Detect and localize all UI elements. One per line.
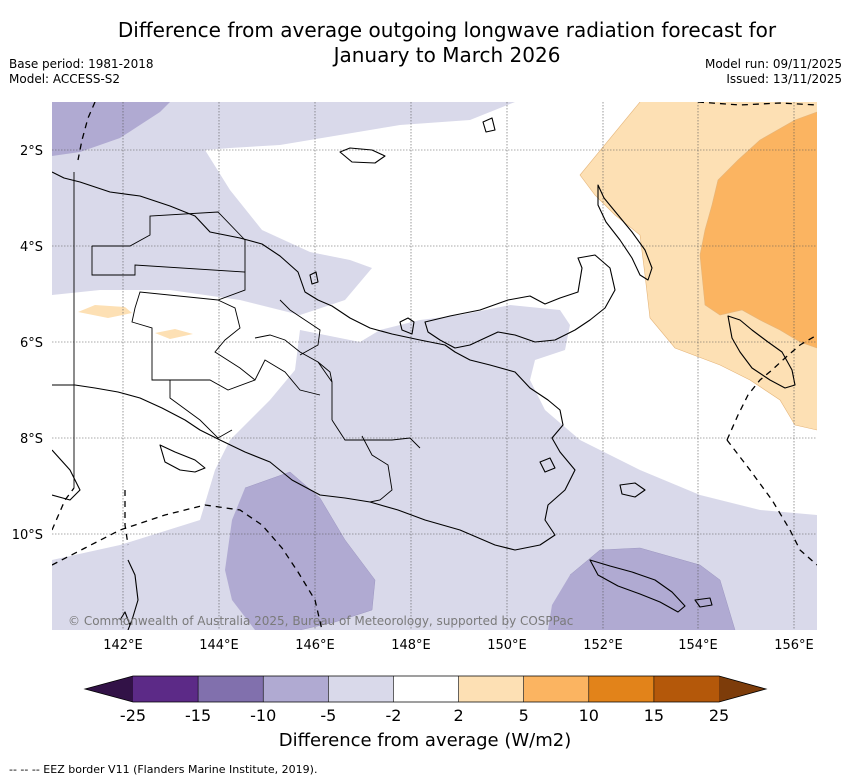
colorbar-label: Difference from average (W/m2) xyxy=(278,730,572,751)
map-title: Difference from average outgoing longwav… xyxy=(0,18,850,68)
meta-left: Base period: 1981-2018 Model: ACCESS-S2 xyxy=(9,57,154,87)
copyright-notice: © Commonwealth of Australia 2025, Bureau… xyxy=(68,614,574,628)
colorbar-tick-label: -2 xyxy=(385,706,401,725)
lat-axis: 2°S 4°S 6°S 8°S 10°S xyxy=(12,144,43,543)
lon-tick-label: 142°E xyxy=(103,638,143,653)
colorbar-tick-label: -15 xyxy=(185,706,211,725)
colorbar-swatch xyxy=(393,676,459,702)
colorbar-under-arrow xyxy=(85,676,133,702)
colorbar-swatch xyxy=(458,676,524,702)
lon-tick-label: 146°E xyxy=(295,638,335,653)
title-line-1: Difference from average outgoing longwav… xyxy=(117,18,777,42)
lon-tick-label: 150°E xyxy=(487,638,527,653)
eez-footnote: -- -- -- EEZ border V11 (Flanders Marine… xyxy=(9,763,318,776)
lon-tick-label: 144°E xyxy=(199,638,239,653)
colorbar-swatch xyxy=(653,676,719,702)
title-line-2: January to March 2026 xyxy=(333,43,561,67)
bougainville-coastline xyxy=(727,315,796,389)
colorbar: -25 -15 -10 -5 -2 2 5 10 15 25 xyxy=(83,675,768,725)
colorbar-swatch xyxy=(588,676,654,702)
eez-borders xyxy=(52,102,817,630)
colorbar-tick-label: 25 xyxy=(709,706,729,725)
lat-tick-label: 8°S xyxy=(20,432,43,447)
contour-edges xyxy=(244,471,736,630)
colorbar-swatch xyxy=(328,676,394,702)
colorbar-tick-label: 5 xyxy=(519,706,529,725)
colorbar-tick-label: 2 xyxy=(453,706,463,725)
lat-tick-label: 4°S xyxy=(20,240,43,255)
meta-right: Model run: 09/11/2025 Issued: 13/11/2025 xyxy=(705,57,842,87)
olr-zone-medium-purple-southwest xyxy=(225,472,375,630)
lat-tick-label: 6°S xyxy=(20,336,43,351)
colorbar-tick-label: 15 xyxy=(644,706,664,725)
colorbar-tick-label: 10 xyxy=(579,706,599,725)
lon-tick-label: 156°E xyxy=(774,638,814,653)
colorbar-tick-label: -25 xyxy=(120,706,146,725)
olr-zone-medium-purple-northwest xyxy=(52,102,170,156)
colorbar-swatch xyxy=(263,676,329,702)
coastlines xyxy=(52,117,796,630)
colorbar-swatch xyxy=(523,676,589,702)
new-guinea-coastline xyxy=(52,171,576,551)
olr-zone-light-purple-west xyxy=(52,102,515,315)
model-name: Model: ACCESS-S2 xyxy=(9,72,121,86)
new-ireland-coastline xyxy=(597,184,653,281)
olr-zone-medium-orange-east xyxy=(700,112,817,348)
colorbar-over-arrow xyxy=(719,676,766,702)
colorbar-outline xyxy=(83,675,768,703)
lon-axis: 142°E 144°E 146°E 148°E 150°E 152°E 154°… xyxy=(103,638,814,653)
base-period: Base period: 1981-2018 xyxy=(9,57,154,71)
colorbar-tick-label: -10 xyxy=(250,706,276,725)
lat-tick-label: 2°S xyxy=(20,144,43,159)
lat-tick-label: 10°S xyxy=(12,528,43,543)
olr-zone-light-orange-inland-1 xyxy=(78,305,132,318)
colorbar-swatch xyxy=(133,676,199,702)
lon-tick-label: 154°E xyxy=(678,638,718,653)
colorbar-tick-label: -5 xyxy=(320,706,336,725)
map-area xyxy=(52,102,817,630)
model-run: Model run: 09/11/2025 xyxy=(704,57,842,71)
lon-tick-label: 152°E xyxy=(583,638,623,653)
issued-date: Issued: 13/11/2025 xyxy=(726,72,842,86)
graticule xyxy=(52,102,817,630)
admin-borders xyxy=(73,172,421,503)
lon-tick-label: 148°E xyxy=(391,638,431,653)
new-britain-coastline xyxy=(424,254,616,349)
olr-zone-light-orange-inland-2 xyxy=(155,329,193,339)
colorbar-swatch xyxy=(198,676,264,702)
